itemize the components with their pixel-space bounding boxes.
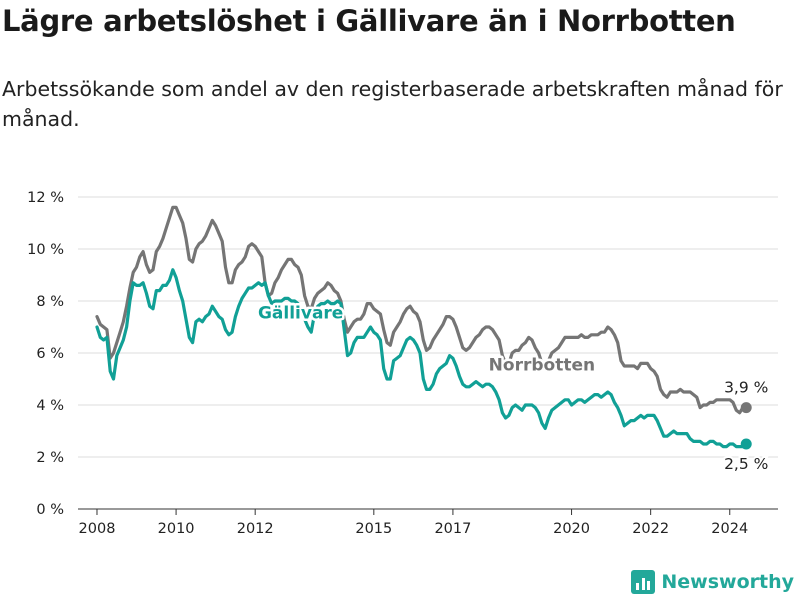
series-labels: Norrbotten 3,9 % Gällivare 2,5 % [255, 301, 770, 475]
x-tick-label: 2008 [79, 521, 116, 537]
y-tick-label: 10 % [27, 242, 64, 258]
bar-chart-logo-icon [631, 570, 656, 594]
y-tick-label: 8 % [36, 294, 64, 310]
y-gridlines [78, 196, 778, 510]
newsworthy-brand: Newsworthy [631, 570, 794, 594]
chart-subtitle: Arbetssökande som andel av den registerb… [2, 77, 783, 131]
end-point-marker [740, 402, 752, 414]
chart-title: Lägre arbetslöshet i Gällivare än i Norr… [2, 4, 736, 38]
x-tick-label: 2022 [632, 521, 669, 537]
series-name-label: Gällivare [258, 303, 343, 323]
x-tick-label: 2020 [553, 521, 590, 537]
x-tick-label: 2015 [355, 521, 392, 537]
y-tick-label: 0 % [36, 502, 64, 518]
x-tick-label: 2010 [158, 521, 195, 537]
brand-name: Newsworthy [661, 571, 794, 593]
end-value-label: 3,9 % [724, 379, 768, 397]
y-axis-tick-labels: 0 % 2 % 4 % 6 % 8 % 10 % 12 % [27, 190, 64, 518]
x-tick-label: 2024 [711, 521, 748, 537]
end-value-label: 2,5 % [724, 455, 768, 473]
y-tick-label: 12 % [27, 190, 64, 206]
x-tick-label: 2017 [434, 521, 471, 537]
end-point-marker [740, 438, 752, 450]
series-line [95, 205, 748, 415]
x-tick-label: 2012 [237, 521, 274, 537]
x-axis: 2008 2010 2012 2015 2017 2020 2022 2024 [79, 509, 748, 537]
series-line [95, 268, 748, 449]
y-tick-label: 4 % [36, 398, 64, 414]
y-tick-label: 2 % [36, 450, 64, 466]
series-name-label: Norrbotten [489, 355, 595, 375]
series-lines [95, 205, 752, 450]
y-tick-label: 6 % [36, 346, 64, 362]
